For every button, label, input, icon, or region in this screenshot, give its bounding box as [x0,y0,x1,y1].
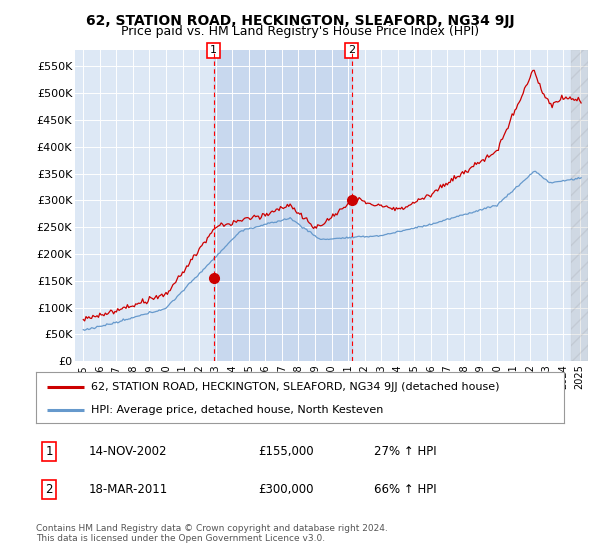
Text: Price paid vs. HM Land Registry's House Price Index (HPI): Price paid vs. HM Land Registry's House … [121,25,479,38]
Text: £300,000: £300,000 [258,483,313,496]
Text: 27% ↑ HPI: 27% ↑ HPI [374,445,437,458]
Text: 2: 2 [348,45,355,55]
Text: 66% ↑ HPI: 66% ↑ HPI [374,483,437,496]
Text: 1: 1 [46,445,53,458]
Text: 14-NOV-2002: 14-NOV-2002 [89,445,167,458]
Bar [571,50,588,361]
Text: 62, STATION ROAD, HECKINGTON, SLEAFORD, NG34 9JJ (detached house): 62, STATION ROAD, HECKINGTON, SLEAFORD, … [91,381,500,391]
Text: 2: 2 [46,483,53,496]
Text: 18-MAR-2011: 18-MAR-2011 [89,483,168,496]
Text: 62, STATION ROAD, HECKINGTON, SLEAFORD, NG34 9JJ: 62, STATION ROAD, HECKINGTON, SLEAFORD, … [86,14,514,28]
Text: HPI: Average price, detached house, North Kesteven: HPI: Average price, detached house, Nort… [91,405,384,415]
Text: £155,000: £155,000 [258,445,313,458]
Text: 1: 1 [210,45,217,55]
Text: Contains HM Land Registry data © Crown copyright and database right 2024.
This d: Contains HM Land Registry data © Crown c… [36,524,388,543]
Bar [214,50,352,361]
